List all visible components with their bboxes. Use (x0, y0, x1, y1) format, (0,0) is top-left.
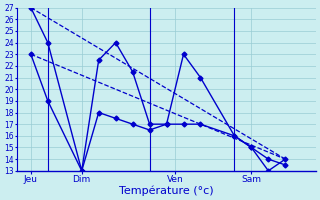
X-axis label: Température (°c): Température (°c) (119, 185, 214, 196)
